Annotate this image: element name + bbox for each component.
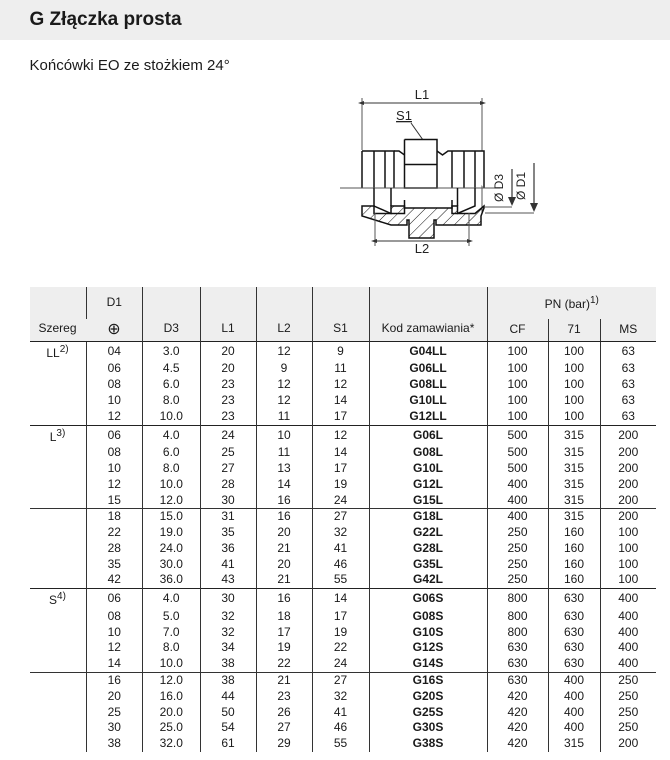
- svg-text:S1: S1: [396, 108, 412, 123]
- svg-text:L2: L2: [415, 241, 429, 256]
- svg-text:Ø D1: Ø D1: [514, 172, 528, 200]
- svg-text:Ø D3: Ø D3: [492, 174, 506, 202]
- svg-text:L1: L1: [415, 87, 429, 102]
